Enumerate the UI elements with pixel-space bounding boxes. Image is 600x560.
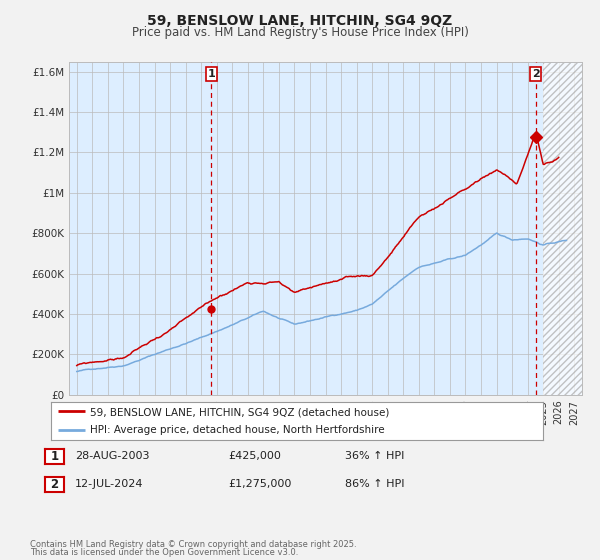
Text: 12-JUL-2024: 12-JUL-2024	[75, 479, 143, 489]
Text: 59, BENSLOW LANE, HITCHIN, SG4 9QZ (detached house): 59, BENSLOW LANE, HITCHIN, SG4 9QZ (deta…	[91, 407, 390, 417]
Text: 59, BENSLOW LANE, HITCHIN, SG4 9QZ: 59, BENSLOW LANE, HITCHIN, SG4 9QZ	[148, 14, 452, 28]
Text: £1,275,000: £1,275,000	[228, 479, 292, 489]
Text: 2: 2	[532, 69, 540, 79]
Bar	[543, 62, 582, 395]
Text: 2: 2	[50, 478, 59, 491]
Text: 1: 1	[208, 69, 215, 79]
Text: 28-AUG-2003: 28-AUG-2003	[75, 451, 149, 461]
Text: 36% ↑ HPI: 36% ↑ HPI	[345, 451, 404, 461]
Text: £425,000: £425,000	[228, 451, 281, 461]
Text: This data is licensed under the Open Government Licence v3.0.: This data is licensed under the Open Gov…	[30, 548, 298, 557]
Text: HPI: Average price, detached house, North Hertfordshire: HPI: Average price, detached house, Nort…	[91, 425, 385, 435]
Text: Price paid vs. HM Land Registry's House Price Index (HPI): Price paid vs. HM Land Registry's House …	[131, 26, 469, 39]
Text: 86% ↑ HPI: 86% ↑ HPI	[345, 479, 404, 489]
Text: Contains HM Land Registry data © Crown copyright and database right 2025.: Contains HM Land Registry data © Crown c…	[30, 540, 356, 549]
Text: 1: 1	[50, 450, 59, 463]
